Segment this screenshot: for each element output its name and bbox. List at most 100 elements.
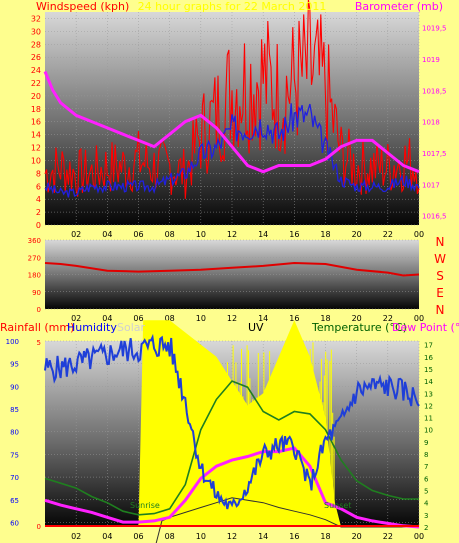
x-tick-label: 16 bbox=[289, 230, 299, 239]
y-right-tick-label: 1017,5 bbox=[422, 150, 447, 158]
temperature-tick-label: 12 bbox=[424, 402, 433, 410]
temperature-series bbox=[44, 380, 419, 516]
y-left-tick-label: 10 bbox=[31, 156, 41, 165]
humidity-tick-label: 100 bbox=[6, 338, 19, 346]
solar-spikes bbox=[144, 342, 335, 527]
y-left-tick-label: 16 bbox=[31, 118, 41, 127]
temperature-tick-label: 13 bbox=[424, 390, 433, 398]
temperature-tick-label: 2 bbox=[424, 524, 428, 532]
y-left-tick-label: 32 bbox=[31, 14, 41, 23]
x-tick-label: 00 bbox=[414, 314, 424, 323]
temperature-axis-label: Temperature (°C) bbox=[311, 321, 407, 334]
panel2-grid bbox=[45, 239, 419, 310]
x-tick-label: 20 bbox=[352, 230, 362, 239]
temperature-tick-label: 5 bbox=[424, 488, 428, 496]
x-tick-label: 02 bbox=[71, 230, 81, 239]
y-right-tick-label: 1019,5 bbox=[422, 25, 447, 33]
x-tick-label: 22 bbox=[383, 532, 393, 541]
x-tick-label: 20 bbox=[352, 532, 362, 541]
y-left-tick-label: 270 bbox=[28, 254, 41, 262]
rain-tick-label: 0 bbox=[37, 523, 41, 531]
humidity-series bbox=[44, 333, 420, 510]
y-left-tick-label: 18 bbox=[31, 105, 41, 114]
x-tick-label: 04 bbox=[102, 230, 112, 239]
panel-wind-barometer: 024681012141618202224262830321016,510171… bbox=[31, 0, 447, 239]
y-left-tick-label: 14 bbox=[31, 131, 41, 140]
x-tick-label: 08 bbox=[165, 532, 175, 541]
humidity-tick-label: 65 bbox=[10, 497, 19, 505]
wind-gust-series bbox=[44, 103, 420, 198]
dew-point-series bbox=[44, 446, 420, 529]
temperature-tick-label: 9 bbox=[424, 439, 428, 447]
x-tick-label: 20 bbox=[352, 314, 362, 323]
panel1-series bbox=[43, 0, 420, 199]
x-tick-label: 04 bbox=[102, 314, 112, 323]
humidity-tick-label: 60 bbox=[10, 519, 19, 527]
humidity-axis-label: Humidity bbox=[67, 321, 117, 334]
x-tick-label: 22 bbox=[383, 230, 393, 239]
barometer-series bbox=[43, 70, 420, 174]
y-left-tick-label: 20 bbox=[31, 92, 41, 101]
y-left-tick-label: 90 bbox=[32, 289, 41, 297]
temperature-tick-label: 10 bbox=[424, 427, 433, 435]
y-right-tick-label: 1019 bbox=[422, 56, 440, 64]
x-tick-label: 00 bbox=[414, 230, 424, 239]
temperature-tick-label: 11 bbox=[424, 415, 433, 423]
chart-title: 24 hour graphs for 22 March 2011 bbox=[138, 0, 327, 13]
temperature-tick-label: 3 bbox=[424, 512, 428, 520]
temperature-tick-label: 15 bbox=[424, 366, 433, 374]
x-tick-label: 06 bbox=[133, 532, 143, 541]
barometer-axis-label: Barometer (mb) bbox=[355, 0, 443, 13]
y-left-tick-label: 4 bbox=[36, 195, 41, 204]
x-tick-label: 00 bbox=[414, 532, 424, 541]
y-left-tick-label: 26 bbox=[31, 53, 41, 62]
compass-label: W bbox=[434, 252, 446, 266]
x-tick-label: 06 bbox=[133, 314, 143, 323]
compass-label: E bbox=[436, 286, 444, 300]
temperature-tick-label: 8 bbox=[424, 451, 428, 459]
temperature-tick-label: 7 bbox=[424, 463, 428, 471]
y-left-tick-label: 28 bbox=[31, 40, 41, 49]
x-tick-label: 22 bbox=[383, 314, 393, 323]
temperature-tick-label: 4 bbox=[424, 500, 429, 508]
panel2-ticks: 0 90 180 270 360 02 04 06 08 10 12 14 16 18 20 22 00 bbox=[28, 237, 424, 323]
x-tick-label: 18 bbox=[320, 532, 330, 541]
x-tick-label: 10 bbox=[196, 532, 206, 541]
x-tick-label: 18 bbox=[320, 230, 330, 239]
y-right-tick-label: 1018 bbox=[422, 119, 440, 127]
rainfall-axis-label: Rainfall (mm) bbox=[0, 321, 74, 334]
humidity-tick-label: 80 bbox=[10, 429, 19, 437]
y-left-tick-label: 24 bbox=[31, 66, 41, 75]
x-tick-label: 14 bbox=[258, 314, 268, 323]
panel2-series bbox=[44, 261, 420, 277]
x-tick-label: 04 bbox=[102, 532, 112, 541]
y-right-tick-label: 1016,5 bbox=[422, 213, 447, 221]
y-right-tick-label: 1018,5 bbox=[422, 87, 447, 95]
panel3-ticks: 6065707580859095100234567891011121314151… bbox=[6, 338, 434, 541]
y-left-tick-label: 180 bbox=[28, 272, 41, 280]
y-left-tick-label: 360 bbox=[28, 237, 41, 245]
y-left-tick-label: 30 bbox=[31, 27, 41, 36]
dew-point-axis-label: Dew Point (°C) bbox=[392, 321, 459, 334]
x-tick-label: 08 bbox=[165, 230, 175, 239]
x-tick-label: 12 bbox=[227, 230, 237, 239]
compass-label: N bbox=[436, 235, 445, 249]
y-left-tick-label: 0 bbox=[36, 221, 41, 230]
wind-direction-series bbox=[44, 261, 420, 277]
sunset-annotation: Sunset bbox=[324, 501, 351, 510]
x-tick-label: 02 bbox=[71, 314, 81, 323]
windspeed-axis-label: Windspeed (kph) bbox=[36, 0, 129, 13]
panel-rain-humidity-temperature: 6065707580859095100234567891011121314151… bbox=[0, 320, 459, 543]
uv-axis-label: UV bbox=[248, 321, 264, 334]
x-tick-label: 18 bbox=[320, 314, 330, 323]
temperature-tick-label: 16 bbox=[424, 354, 433, 362]
y-left-tick-label: 6 bbox=[36, 182, 41, 191]
solar-axis-label: Solar bbox=[117, 321, 146, 334]
temperature-tick-label: 6 bbox=[424, 475, 429, 483]
humidity-tick-label: 85 bbox=[10, 406, 19, 414]
x-tick-label: 06 bbox=[133, 230, 143, 239]
humidity-tick-label: 90 bbox=[10, 383, 19, 391]
y-left-tick-label: 8 bbox=[36, 169, 41, 178]
